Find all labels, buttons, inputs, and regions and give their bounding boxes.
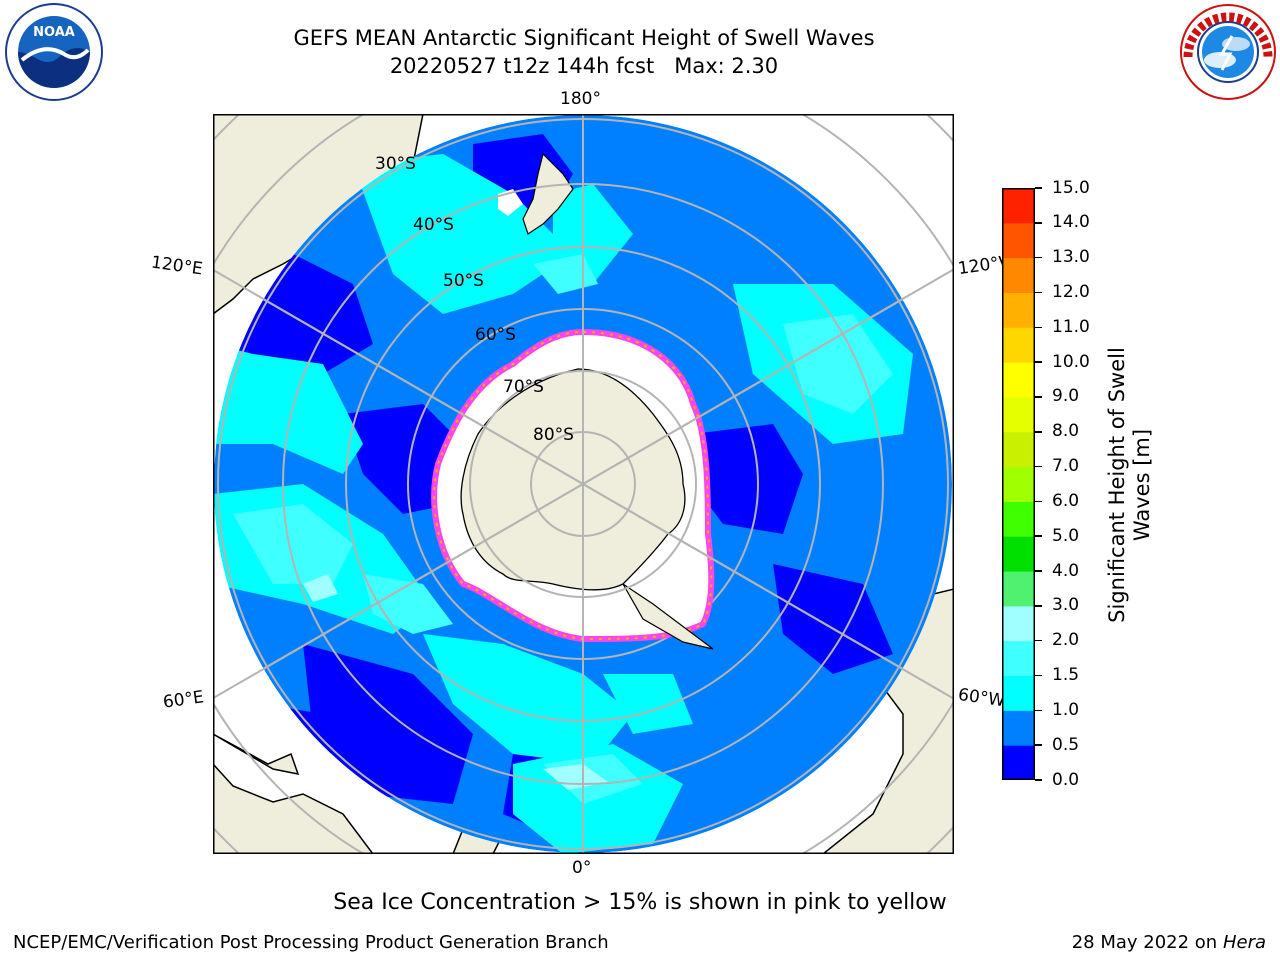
colorbar-tick-mark xyxy=(1035,674,1042,677)
colorbar-tick-label: 1.0 xyxy=(1052,699,1080,720)
colorbar-tick-label: 6.0 xyxy=(1052,490,1080,511)
colorbar-tick-label: 11.0 xyxy=(1052,316,1090,337)
colorbar-segment xyxy=(1002,710,1035,746)
noaa-logo: NOAA xyxy=(4,2,104,102)
colorbar-segment xyxy=(1002,257,1035,293)
colorbar-tick-label: 15.0 xyxy=(1052,177,1090,198)
colorbar-tick-mark xyxy=(1035,744,1042,746)
nws-logo xyxy=(1178,2,1278,102)
lon-label-60e: 60°E xyxy=(161,687,206,713)
colorbar-label: Significant Height of Swell Waves [m] xyxy=(1105,347,1154,623)
colorbar-tick-label: 4.0 xyxy=(1052,560,1080,581)
colorbar-tick-mark xyxy=(1035,779,1042,781)
colorbar-segment xyxy=(1002,571,1035,607)
footer-date-text: 28 May 2022 on xyxy=(1071,932,1218,953)
colorbar-segment xyxy=(1002,640,1035,677)
colorbar-tick-label: 10.0 xyxy=(1052,351,1090,372)
footer-date: 28 May 2022 on Hera xyxy=(1072,932,1266,953)
lat-label-30s: 30°S xyxy=(375,154,416,174)
colorbar-tick-mark xyxy=(1035,605,1042,607)
colorbar-tick-label: 12.0 xyxy=(1052,281,1090,302)
colorbar-segment xyxy=(1002,745,1035,780)
polar-map: 30°S 40°S 50°S 60°S 70°S 80°S xyxy=(213,114,954,854)
colorbar-segment xyxy=(1002,327,1035,363)
colorbar-tick-mark xyxy=(1035,222,1042,224)
lon-label-120e: 120°E xyxy=(149,252,204,280)
lat-label-70s: 70°S xyxy=(503,377,544,397)
lon-label-60w: 60°W xyxy=(956,684,1006,712)
lat-label-40s: 40°S xyxy=(413,215,454,235)
footer-host: Hera xyxy=(1222,932,1266,953)
colorbar-segment xyxy=(1002,536,1035,572)
colorbar-tick-mark xyxy=(1035,500,1042,503)
colorbar-tick-mark xyxy=(1035,709,1042,712)
colorbar-segment xyxy=(1002,222,1035,259)
colorbar-segment xyxy=(1002,396,1035,433)
new-zealand xyxy=(522,152,574,235)
colorbar-tick-mark xyxy=(1035,396,1042,398)
lon-label-0: 0° xyxy=(572,858,592,878)
noaa-logo-text: NOAA xyxy=(33,25,75,40)
chart-subtitle: 20220527 t12z 144h fcst Max: 2.30 xyxy=(389,54,779,78)
colorbar-tick-mark xyxy=(1035,361,1042,363)
colorbar xyxy=(1002,188,1035,780)
colorbar-tick-mark xyxy=(1035,639,1042,642)
lat-label-60s: 60°S xyxy=(475,325,516,345)
colorbar-tick-label: 7.0 xyxy=(1052,456,1080,477)
colorbar-tick-label: 0.5 xyxy=(1052,734,1080,755)
colorbar-tick-mark xyxy=(1035,326,1042,329)
colorbar-tick-label: 2.0 xyxy=(1052,630,1080,651)
colorbar-tick-mark xyxy=(1035,570,1042,572)
colorbar-tick-mark xyxy=(1035,187,1042,189)
colorbar-tick-mark xyxy=(1035,291,1042,294)
colorbar-segment xyxy=(1002,362,1035,398)
lon-label-180: 180° xyxy=(560,89,601,109)
colorbar-tick-label: 8.0 xyxy=(1052,421,1080,442)
chart-title: GEFS MEAN Antarctic Significant Height o… xyxy=(293,26,875,50)
colorbar-tick-mark xyxy=(1035,465,1042,468)
colorbar-tick-mark xyxy=(1035,256,1042,259)
colorbar-segment xyxy=(1002,431,1035,468)
lat-label-80s: 80°S xyxy=(533,425,574,445)
colorbar-segment xyxy=(1002,605,1035,642)
colorbar-segment xyxy=(1002,501,1035,537)
sea-ice-note: Sea Ice Concentration > 15% is shown in … xyxy=(333,890,947,915)
colorbar-tick-mark xyxy=(1035,535,1042,537)
colorbar-tick-label: 9.0 xyxy=(1052,386,1080,407)
colorbar-tick-label: 5.0 xyxy=(1052,525,1080,546)
colorbar-segment xyxy=(1002,675,1035,711)
colorbar-tick-label: 3.0 xyxy=(1052,595,1080,616)
colorbar-tick-label: 13.0 xyxy=(1052,247,1090,268)
footer-credit: NCEP/EMC/Verification Post Processing Pr… xyxy=(13,932,609,953)
colorbar-tick-label: 1.5 xyxy=(1052,665,1080,686)
colorbar-tick-label: 0.0 xyxy=(1052,769,1080,790)
colorbar-segment xyxy=(1002,466,1035,502)
colorbar-tick-label: 14.0 xyxy=(1052,212,1090,233)
colorbar-tick-mark xyxy=(1035,431,1042,433)
colorbar-segment xyxy=(1002,188,1035,224)
lon-label-120w: 120°W xyxy=(956,252,1006,280)
lat-label-50s: 50°S xyxy=(443,271,484,291)
colorbar-segment xyxy=(1002,292,1035,328)
